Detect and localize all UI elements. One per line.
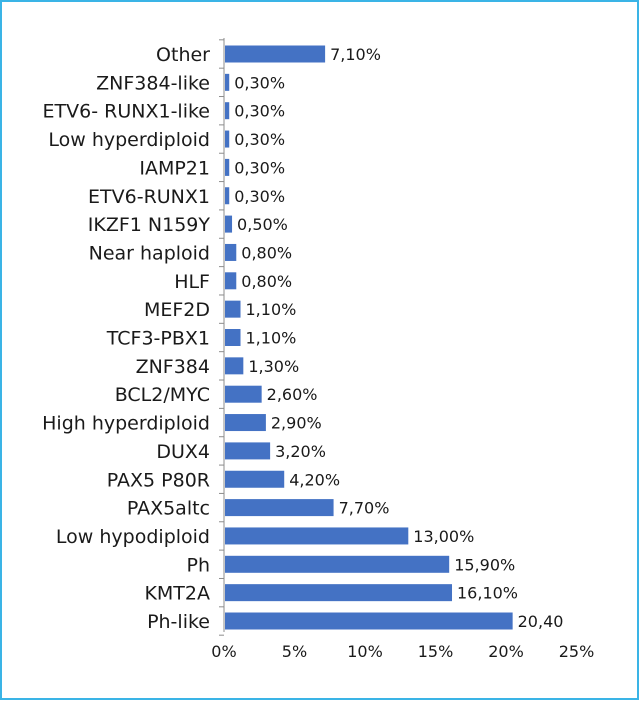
bar bbox=[225, 45, 326, 63]
bar bbox=[225, 555, 450, 573]
data-label: 0,80% bbox=[241, 272, 292, 291]
bar bbox=[225, 470, 285, 488]
bar bbox=[225, 187, 230, 205]
category-label: PAX5 P80R bbox=[107, 469, 210, 491]
bar bbox=[225, 414, 266, 432]
x-tick-label: 10% bbox=[347, 642, 383, 661]
category-label: High hyperdiploid bbox=[42, 413, 210, 435]
bar bbox=[225, 243, 237, 261]
category-label: BCL2/MYC bbox=[115, 384, 210, 406]
category-label: IKZF1 N159Y bbox=[88, 214, 211, 236]
data-label: 1,30% bbox=[248, 357, 299, 376]
category-label: Ph bbox=[187, 554, 211, 576]
x-tick-label: 5% bbox=[282, 642, 307, 661]
bar bbox=[225, 73, 230, 91]
category-label: ZNF384 bbox=[136, 356, 210, 378]
data-label: 0,30% bbox=[234, 130, 285, 149]
data-label: 0,50% bbox=[237, 215, 288, 234]
data-label: 13,00% bbox=[413, 527, 474, 546]
bar bbox=[225, 102, 230, 120]
category-label: Low hypodiploid bbox=[56, 526, 210, 548]
data-label: 1,10% bbox=[246, 329, 297, 348]
bar bbox=[225, 584, 453, 602]
bar bbox=[225, 499, 334, 517]
data-label: 1,10% bbox=[246, 300, 297, 319]
data-label: 7,70% bbox=[339, 499, 390, 518]
category-label: KMT2A bbox=[144, 583, 210, 605]
data-label: 16,10% bbox=[457, 584, 518, 603]
data-label: 0,30% bbox=[234, 187, 285, 206]
category-label: ETV6-RUNX1 bbox=[88, 186, 210, 208]
bar bbox=[225, 357, 244, 375]
category-label: IAMP21 bbox=[139, 157, 210, 179]
category-label: PAX5altc bbox=[127, 498, 210, 520]
data-label: 15,90% bbox=[454, 555, 515, 574]
category-label: Ph-like bbox=[147, 611, 210, 633]
category-label: DUX4 bbox=[156, 441, 210, 463]
bar bbox=[225, 527, 409, 545]
x-tick-label: 25% bbox=[559, 642, 595, 661]
data-label: 0,80% bbox=[241, 243, 292, 262]
data-label: 0,30% bbox=[234, 102, 285, 121]
bar bbox=[225, 385, 262, 403]
bar bbox=[225, 130, 230, 148]
x-tick-label: 0% bbox=[211, 642, 236, 661]
data-label: 0,30% bbox=[234, 73, 285, 92]
data-label: 2,90% bbox=[271, 414, 322, 433]
data-label: 3,20% bbox=[275, 442, 326, 461]
category-label: MEF2D bbox=[144, 299, 210, 321]
data-label: 0,30% bbox=[234, 158, 285, 177]
data-label: 7,10% bbox=[330, 45, 381, 64]
x-tick-label: 15% bbox=[418, 642, 454, 661]
data-label: 2,60% bbox=[267, 385, 318, 404]
bar bbox=[225, 329, 241, 346]
category-label: HLF bbox=[174, 271, 210, 293]
category-label: ZNF384-like bbox=[96, 72, 210, 94]
bar bbox=[225, 442, 271, 460]
category-label: Near haploid bbox=[89, 242, 210, 264]
bar bbox=[225, 158, 230, 176]
data-label: 4,20% bbox=[289, 470, 340, 489]
category-label: TCF3-PBX1 bbox=[106, 328, 210, 350]
category-label: Other bbox=[156, 44, 210, 66]
data-label: 20,40 bbox=[518, 612, 564, 631]
bar bbox=[225, 272, 237, 290]
category-label: ETV6- RUNX1-like bbox=[43, 101, 210, 123]
bar bbox=[225, 300, 241, 318]
bar bbox=[225, 215, 233, 233]
x-tick-label: 20% bbox=[488, 642, 524, 661]
bar bbox=[225, 612, 513, 630]
category-label: Low hyperdiploid bbox=[48, 129, 210, 151]
